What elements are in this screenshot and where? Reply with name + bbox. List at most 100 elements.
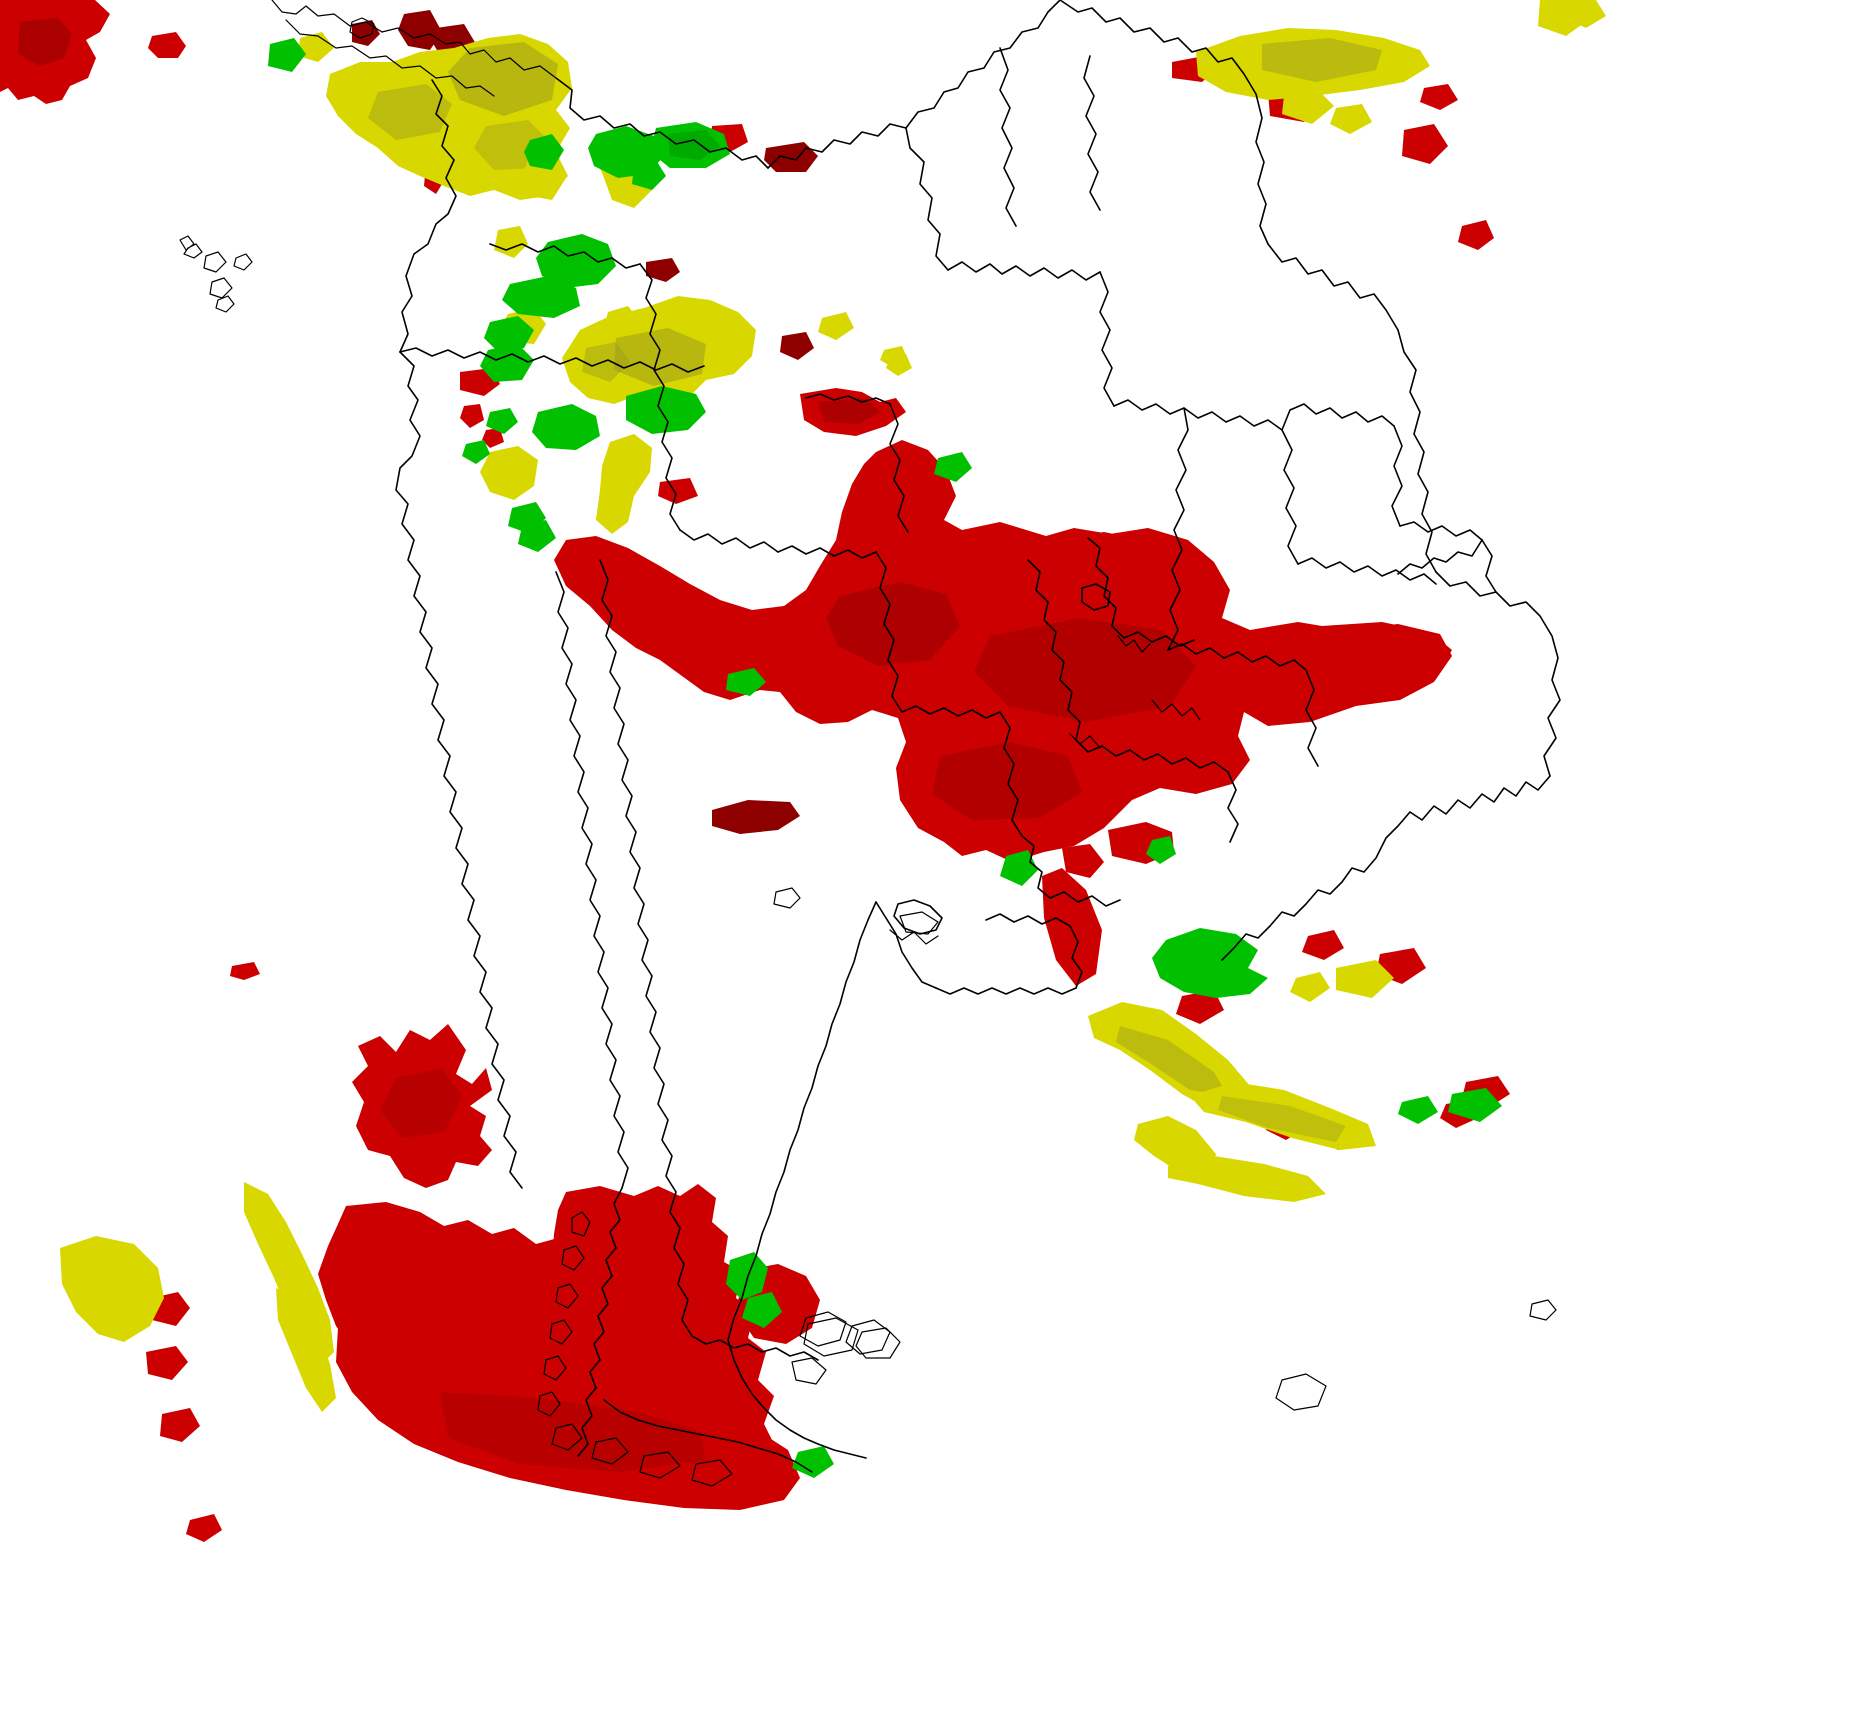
blob-yellow-west-amazon-tail: [604, 306, 640, 336]
blob-red-argentina-band: [712, 800, 800, 834]
blob-yellow-west-amazon-core-b: [582, 342, 630, 382]
blob-green-tdf-a: [726, 1252, 768, 1300]
blob-yellow-satl-small-b: [1336, 960, 1394, 998]
blob-yellow-satl-small-a: [1290, 972, 1330, 1002]
border-chile-fjords: [578, 1188, 622, 1456]
border-brazil-state-12: [1168, 644, 1306, 670]
blob-red-tdf-south-sheet: [336, 1328, 800, 1510]
blob-red-amazon-b: [764, 142, 818, 172]
blob-yellow-amazon-speck-a: [818, 312, 854, 340]
border-brazil-state-7: [1282, 404, 1394, 430]
blob-yellow-bolivia-band: [596, 434, 652, 534]
border-brazil-state-8: [1392, 426, 1402, 526]
blob-green-bolivia-a: [532, 404, 600, 450]
blob-green-colombia-d: [632, 160, 666, 190]
border-venezuela-east: [768, 124, 906, 168]
blob-yellow-colombia-tail: [522, 156, 566, 200]
blob-red-natl-d: [1402, 124, 1448, 164]
border-brazil-e-coast: [1222, 776, 1550, 960]
border-argentina-brazil: [1050, 892, 1120, 906]
border-brazil-state-11: [1398, 540, 1482, 574]
border-peru-brazil: [490, 244, 640, 268]
blob-red-natl-e: [1458, 220, 1494, 250]
blob-red-south-brazil-b: [1296, 632, 1340, 660]
border-brazil-north-coast: [1268, 244, 1436, 572]
blob-yellow-natl-core: [1262, 38, 1382, 82]
blob-green-tdf-b: [742, 1292, 782, 1328]
blob-red-sw-speck-b: [146, 1346, 188, 1380]
blob-yellow-satl-small-c: [1564, 0, 1606, 28]
border-small-island-east: [1529, 1299, 1557, 1321]
overlay-class-yellow: [60, 0, 1606, 1412]
blob-green-satl-main: [1152, 928, 1268, 998]
blob-red-sw-speck-d: [186, 1514, 222, 1542]
border-brazil-state-1: [948, 262, 1100, 280]
border-bolivia-south: [902, 706, 1000, 718]
border-brazil-state-20: [806, 394, 890, 404]
blob-yellow-colombia-interior-b: [494, 226, 528, 258]
border-brazil-state-13: [1306, 670, 1318, 766]
border-guyana-west: [906, 128, 948, 270]
border-brazil-state-2: [1100, 272, 1114, 406]
blob-red-bolivia-speck: [658, 478, 698, 504]
border-brazil-state-17: [1088, 746, 1228, 772]
blob-red-sw-speck-c: [160, 1408, 200, 1442]
border-brazil-state-4: [1282, 430, 1298, 564]
border-falklands: [803, 1317, 901, 1359]
blob-red-brazil-north-a: [874, 456, 950, 512]
border-brazil-state-18: [1228, 772, 1238, 842]
border-tdf-south: [604, 1400, 812, 1472]
border-chile-argentina: [600, 560, 692, 1336]
border-brazil-mt-go: [890, 404, 908, 532]
border-venezuela-guyana: [906, 0, 1060, 128]
border-tierra-del-fuego: [692, 1336, 818, 1360]
blob-red-tdf-core: [440, 1392, 706, 1472]
blob-green-panama: [268, 38, 306, 72]
border-colombia-venezuela: [556, 78, 768, 168]
border-argentina-south: [790, 1430, 866, 1458]
blob-yellow-sw-band-3: [276, 1288, 336, 1412]
border-panama-south: [285, 19, 495, 97]
blob-red-peru-c: [482, 428, 504, 448]
blob-yellow-natl-c: [1330, 104, 1372, 134]
border-panama-lake: [349, 17, 375, 39]
border-guyana-suriname: [1000, 48, 1016, 226]
anomaly-overlay-layer: [0, 0, 1606, 1542]
border-tdf-far-south: [1275, 1373, 1327, 1411]
border-brazil-ne-coast: [1436, 572, 1560, 776]
blob-red-uruguay-offshore-b: [1062, 844, 1104, 878]
border-argentina-buenosaires-lagoon: [894, 900, 942, 934]
border-detail-brazil-a: [1117, 635, 1151, 653]
blob-green-argentina-a: [726, 668, 766, 696]
border-panama-coast: [271, 0, 557, 79]
border-argentina-paraguay: [1022, 836, 1050, 898]
blob-red-mato-grosso-core: [818, 398, 880, 424]
blob-red-central-mega: [554, 440, 1452, 862]
blob-red-central-core-1: [826, 582, 960, 666]
border-bolivia-paraguay: [1000, 712, 1022, 836]
blob-green-venezuela-c: [524, 134, 564, 170]
blob-yellow-satl-band-3: [1190, 1082, 1376, 1150]
blob-red-tdf-east: [552, 1184, 776, 1472]
blob-red-caribbean-islet: [148, 32, 186, 58]
blob-red-patagonia-north-core: [380, 1068, 462, 1138]
border-tdf-islands: [791, 1311, 891, 1385]
border-colombia: [400, 80, 456, 352]
border-brazil-state-14: [1088, 538, 1124, 638]
border-argentina-riodelaplata: [876, 902, 936, 988]
blob-red-peru-b: [460, 404, 484, 428]
border-brazil-state-6: [1168, 408, 1188, 650]
overlay-class-green: [268, 38, 1502, 1478]
blob-red-central-core-3: [932, 742, 1082, 820]
blob-green-venezuela-core: [668, 130, 720, 160]
border-brazil-state-10: [1482, 540, 1496, 592]
blob-green-ecuador-c: [484, 316, 534, 352]
blob-red-central-core-2: [974, 618, 1196, 722]
border-argentina-lake-b: [899, 911, 939, 935]
border-brazil-state-5: [1298, 558, 1436, 584]
border-argentina-lake-a: [773, 887, 801, 909]
blob-yellow-satl-band-1-core: [1116, 1026, 1228, 1096]
border-brazil-state-15: [1124, 632, 1194, 646]
blob-green-south-brazil: [1000, 850, 1038, 886]
